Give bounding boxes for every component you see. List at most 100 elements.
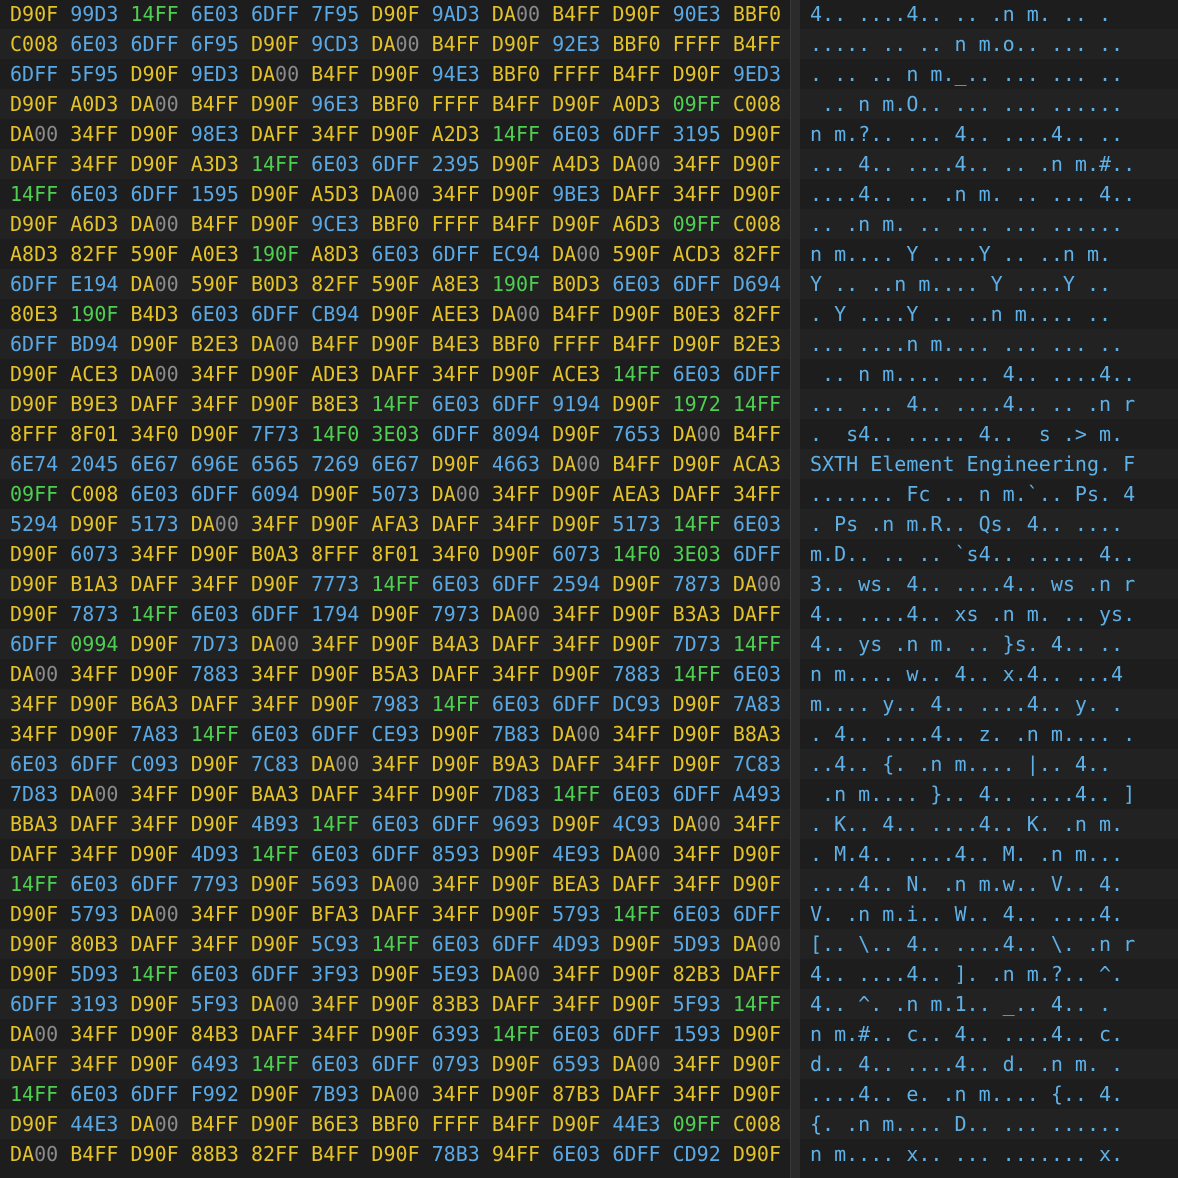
hex-byte: 93 (94, 902, 119, 926)
hex-byte: 34 (431, 872, 456, 896)
hex-byte: 14 (732, 992, 757, 1016)
hex-byte: 69 (335, 452, 360, 476)
hex-byte: FF (696, 92, 721, 116)
hex-byte: 6E (371, 452, 396, 476)
hex-byte: 0F (576, 92, 601, 116)
hex-byte: 03 (275, 722, 300, 746)
hex-byte: DA (250, 122, 276, 146)
hex-byte: 00 (154, 902, 179, 926)
hex-word: 82FF (311, 272, 359, 296)
ascii-row: . K.. 4.. ....4.. K. .n m. (800, 809, 1178, 839)
hex-word: 6E03 (311, 152, 359, 176)
hex-word: 09FF (673, 212, 721, 236)
hex-byte: FF (455, 812, 480, 836)
hex-word: D90F (251, 392, 299, 416)
hex-word: CE93 (371, 722, 419, 746)
hex-byte: A8 (311, 242, 336, 266)
hex-byte: 03 (696, 542, 721, 566)
hex-byte: 6E (190, 602, 215, 626)
hex-word: D90F (612, 572, 660, 596)
hex-word: 6DFF (130, 32, 178, 56)
hex-word: D90F (432, 752, 480, 776)
hex-word: D90F (70, 692, 118, 716)
hex-byte: FF (94, 242, 119, 266)
hex-byte: 00 (275, 62, 300, 86)
hex-word: DA00 (251, 62, 299, 86)
hex-word: FFFF (552, 62, 600, 86)
hex-byte: 93 (94, 992, 119, 1016)
hex-byte: FF (335, 122, 360, 146)
hex-byte: 0F (154, 632, 179, 656)
hex-byte: 6D (491, 572, 516, 596)
hex-word: 5793 (552, 902, 600, 926)
hex-byte: FF (576, 752, 601, 776)
hex-word: 8F01 (371, 542, 419, 566)
hex-byte: 95 (214, 32, 239, 56)
hex-byte: 00 (34, 662, 59, 686)
hex-word: FFFF (432, 1112, 480, 1136)
hex-byte: D3 (455, 2, 480, 26)
hex-byte: 0F (34, 1112, 59, 1136)
hex-byte: 6D (10, 632, 35, 656)
hex-byte: 0F (576, 512, 601, 536)
hex-word: 34FF (251, 662, 299, 686)
hex-word: DAFF (733, 602, 781, 626)
hex-byte: BE (552, 872, 577, 896)
hex-byte: FF (94, 152, 119, 176)
hex-byte: DA (10, 842, 35, 866)
hex-byte: 0F (94, 692, 119, 716)
hex-byte: BF (311, 902, 336, 926)
hex-byte: 94 (34, 512, 59, 536)
hex-byte: 34 (732, 812, 757, 836)
hex-byte: FF (756, 812, 781, 836)
hex-byte: B4 (311, 332, 336, 356)
hex-word: D90F (733, 842, 781, 866)
hex-byte: 46 (491, 452, 516, 476)
hex-byte: 57 (70, 902, 95, 926)
hex-word: 7F95 (311, 2, 359, 26)
hex-byte: 03 (395, 242, 420, 266)
hex-byte: 4C (612, 812, 637, 836)
hex-byte: D9 (10, 392, 35, 416)
hex-byte: 20 (70, 452, 95, 476)
hex-byte: FF (395, 572, 420, 596)
hex-byte: 34 (190, 932, 215, 956)
hex-word: 44E3 (612, 1112, 660, 1136)
hex-row: D90F 44E3 DA00 B4FF D90F B6E3 BBF0 FFFF … (0, 1109, 790, 1139)
hex-byte: 5F (672, 992, 697, 1016)
hex-byte: 34 (431, 902, 456, 926)
hex-byte: AC (552, 362, 577, 386)
hex-word: 34FF (432, 1082, 480, 1106)
hex-byte: FF (275, 1022, 300, 1046)
hex-byte: 6E (190, 962, 215, 986)
hex-byte: E3 (756, 332, 781, 356)
hex-byte: 96 (311, 92, 336, 116)
hex-byte: FF (756, 242, 781, 266)
hex-word: 34F0 (130, 422, 178, 446)
hex-word: 5073 (371, 482, 419, 506)
hex-byte: 8F (371, 542, 396, 566)
hex-word: 8FFF (311, 542, 359, 566)
hex-byte: 34 (431, 182, 456, 206)
hex-byte: C0 (130, 752, 155, 776)
hex-word: 96E3 (311, 92, 359, 116)
hex-byte: DA (612, 152, 637, 176)
hex-byte: 0F (275, 242, 300, 266)
hex-word: D90F (130, 632, 178, 656)
hex-byte: 6D (431, 812, 456, 836)
hex-byte: D9 (130, 1142, 155, 1166)
hex-word: D90F (371, 302, 419, 326)
hex-word: 4C93 (612, 812, 660, 836)
hex-byte: D3 (636, 212, 661, 236)
hex-word: 590F (191, 272, 239, 296)
hex-byte: 0F (275, 92, 300, 116)
hex-byte: D9 (311, 662, 336, 686)
hex-byte: FF (154, 872, 179, 896)
hex-byte: D9 (732, 1082, 757, 1106)
hex-byte: 0F (335, 512, 360, 536)
hex-byte: A3 (395, 662, 420, 686)
hex-word: 82FF (251, 1142, 299, 1166)
hex-word: DA00 (311, 752, 359, 776)
hex-word: 88B3 (191, 1142, 239, 1166)
hex-word: 2594 (552, 572, 600, 596)
